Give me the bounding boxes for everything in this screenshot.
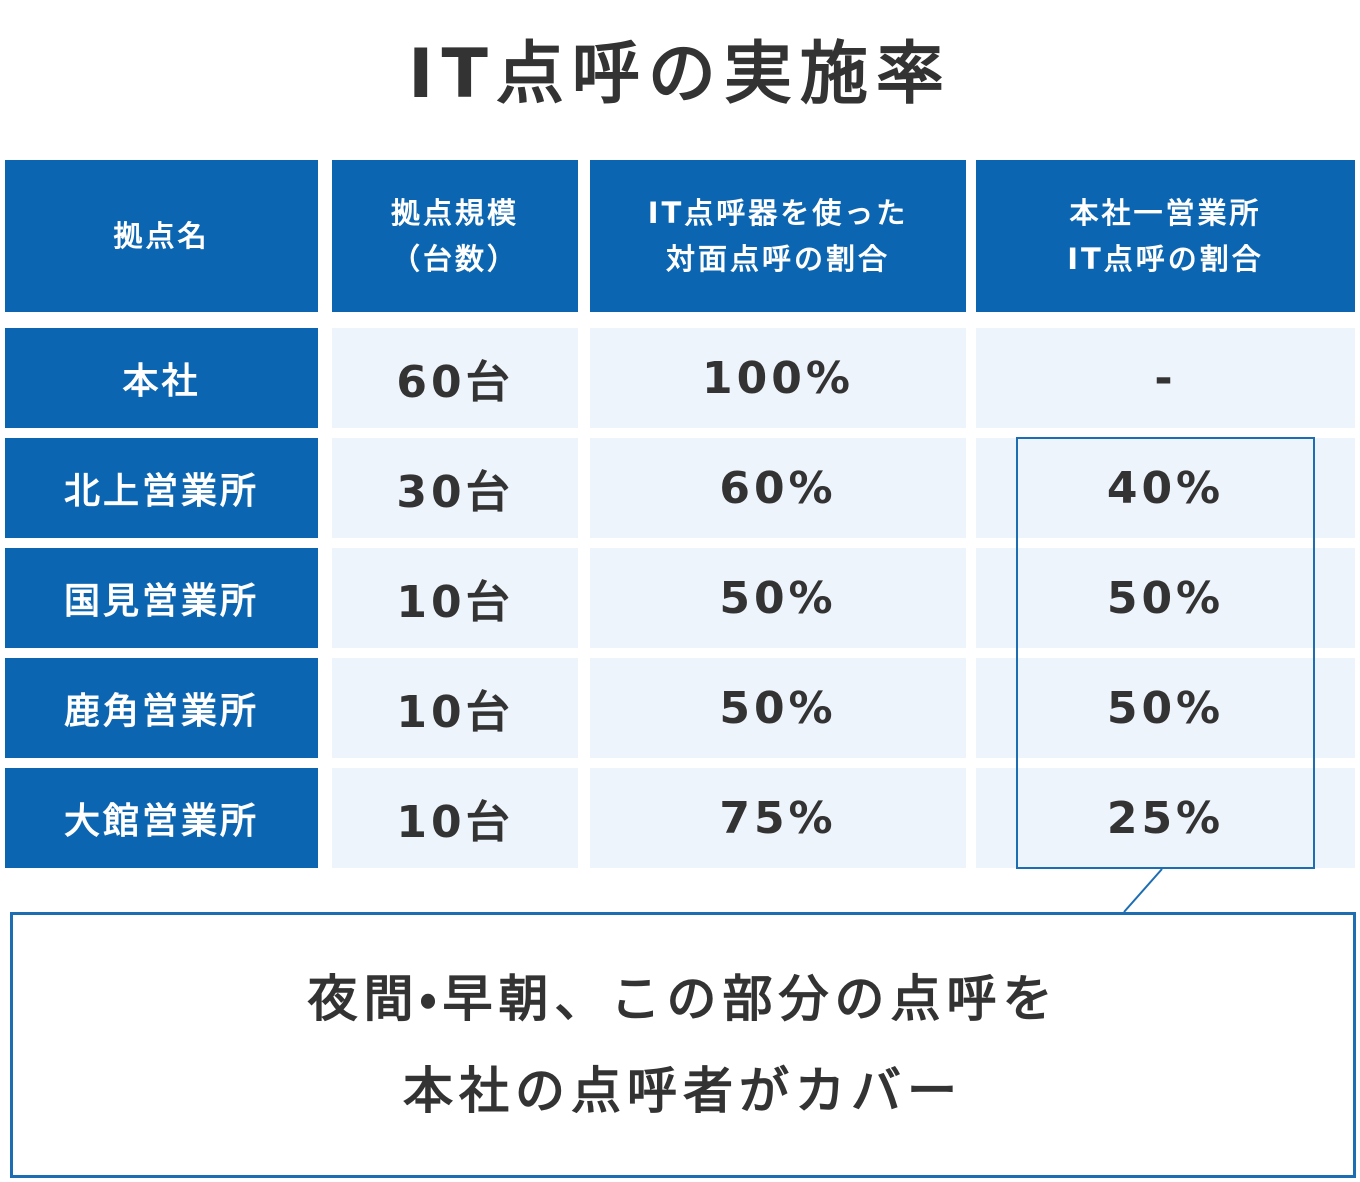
header-text: IT点呼器を使った (647, 196, 909, 230)
row-header: 鹿角営業所 (5, 658, 318, 758)
cell-text: 40% (1106, 462, 1225, 514)
cell: 30台 (332, 438, 578, 538)
cell-text: 30台 (396, 467, 514, 518)
cell-text: 本社 (122, 361, 201, 402)
cell: 50% (590, 548, 966, 648)
cell: - (976, 328, 1355, 428)
cell-text: 60台 (396, 357, 514, 408)
row-header: 本社 (5, 328, 318, 428)
header-cell: 拠点規模 （台数） (332, 160, 578, 312)
cell-text: 100% (702, 352, 854, 404)
header-text: 拠点規模 (390, 196, 519, 230)
row-header: 大館営業所 (5, 768, 318, 868)
cell-text: - (1154, 352, 1177, 404)
callout-text: 本社の点呼者がカバー (403, 1062, 963, 1120)
cell: 50% (976, 658, 1355, 758)
cell-text: 鹿角営業所 (63, 691, 259, 732)
cell: 100% (590, 328, 966, 428)
cell-text: 50% (1106, 682, 1225, 734)
row-header: 北上営業所 (5, 438, 318, 538)
cell: 10台 (332, 768, 578, 868)
header-text: IT点呼の割合 (1067, 242, 1264, 276)
cell: 40% (976, 438, 1355, 538)
cell-text: 10台 (396, 687, 514, 738)
row-header: 国見営業所 (5, 548, 318, 648)
header-text: 本社一営業所 (1069, 196, 1262, 230)
cell: 50% (590, 658, 966, 758)
cell: 60台 (332, 328, 578, 428)
cell-text: 国見営業所 (63, 581, 259, 622)
cell-text: 75% (719, 792, 837, 844)
cell-text: 25% (1106, 792, 1225, 844)
header-cell: 本社一営業所 IT点呼の割合 (976, 160, 1355, 312)
cell-text: 50% (719, 682, 837, 734)
header-cell: IT点呼器を使った 対面点呼の割合 (590, 160, 966, 312)
cell: 25% (976, 768, 1355, 868)
cell-text: 北上営業所 (63, 471, 259, 512)
cell: 75% (590, 768, 966, 868)
title: IT点呼の実施率 (408, 35, 952, 114)
header-text: 拠点名 (113, 219, 210, 253)
header-text: 対面点呼の割合 (665, 242, 890, 276)
cell: 10台 (332, 658, 578, 758)
cell-text: 大館営業所 (63, 801, 259, 842)
cell-text: 10台 (396, 797, 514, 848)
cell-text: 10台 (396, 577, 514, 628)
callout-text: 夜間・早朝、この部分の点呼を (307, 970, 1059, 1028)
header-text: （台数） (390, 242, 519, 276)
cell: 50% (976, 548, 1355, 648)
cell-text: 50% (1106, 572, 1225, 624)
highlight-box (1016, 437, 1315, 869)
cell: 10台 (332, 548, 578, 648)
cell: 60% (590, 438, 966, 538)
connector-line (1123, 868, 1163, 913)
cell-text: 50% (719, 572, 837, 624)
cell-text: 60% (719, 462, 837, 514)
header-cell: 拠点名 (5, 160, 318, 312)
callout: 夜間・早朝、この部分の点呼を 本社の点呼者がカバー (10, 912, 1356, 1178)
